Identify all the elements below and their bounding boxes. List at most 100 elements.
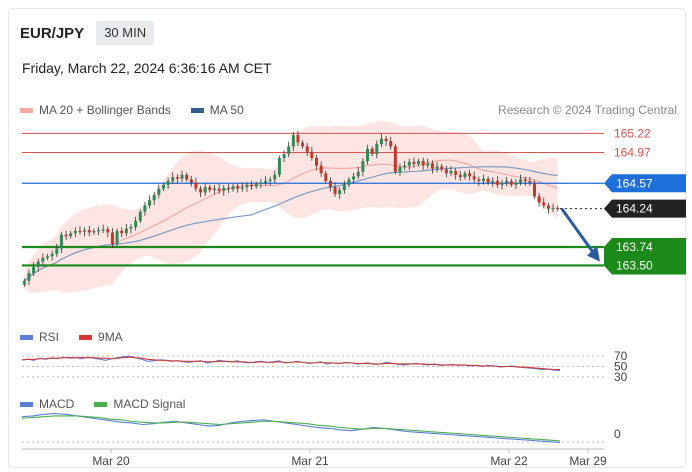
candle <box>217 183 221 194</box>
candle-body <box>87 230 91 233</box>
level-box-164.24: 164.24 <box>604 199 686 218</box>
candle-body <box>152 194 156 201</box>
candle-body <box>426 163 430 166</box>
candle-body <box>440 166 444 170</box>
candle-body <box>64 234 68 237</box>
legend-swatch <box>190 107 204 113</box>
candle <box>463 170 467 180</box>
candle <box>287 141 291 158</box>
candle <box>73 227 77 238</box>
candle <box>231 184 235 192</box>
rsi-legend: RSI 9MA <box>20 330 143 344</box>
interval-badge[interactable]: 30 MIN <box>96 21 155 45</box>
legend-9ma: 9MA <box>79 330 123 344</box>
candle-body <box>171 177 175 181</box>
candle-body <box>472 176 476 180</box>
candle-body <box>500 182 504 185</box>
candle <box>180 170 184 183</box>
copyright-label: Research © 2024 Trading Central <box>498 103 677 117</box>
legend-rsi: RSI <box>20 330 59 344</box>
candle <box>161 182 165 191</box>
candle <box>556 205 560 211</box>
candle-body <box>458 174 462 178</box>
level-label-164.97: 164.97 <box>614 146 651 160</box>
main-legend: MA 20 + Bollinger Bands MA 50 <box>20 103 264 117</box>
candle-body <box>532 182 536 197</box>
candle-body <box>161 184 165 189</box>
candle-body <box>203 187 207 193</box>
candle-body <box>379 138 383 145</box>
candle-body <box>78 230 82 233</box>
legend-label: MA 20 + Bollinger Bands <box>39 103 171 117</box>
candle-body <box>523 179 527 181</box>
forecast-arrow-head <box>587 245 600 262</box>
candle-body <box>328 180 332 188</box>
legend-swatch <box>20 401 33 407</box>
candle-body <box>32 266 36 274</box>
candle <box>366 144 370 165</box>
candle <box>305 142 309 156</box>
rsi-series-9MA <box>21 356 560 371</box>
legend-label: RSI <box>39 330 60 344</box>
candle <box>403 160 407 171</box>
legend-ma20: MA 20 + Bollinger Bands <box>20 103 171 117</box>
candle-body <box>268 179 272 181</box>
level-box-164.57-box <box>604 174 686 193</box>
candle <box>407 158 411 171</box>
support-box-bg <box>604 238 686 275</box>
macd-tick-0: 0 <box>614 427 621 441</box>
candle <box>92 228 96 235</box>
level-label-163.50: 163.50 <box>616 258 653 272</box>
candle <box>444 165 448 178</box>
candle <box>472 171 476 183</box>
legend-label: MA 50 <box>209 103 244 117</box>
candle-body <box>305 146 309 152</box>
candle-body <box>421 161 425 166</box>
candle-body <box>120 230 124 234</box>
candle <box>495 176 499 188</box>
candle-body <box>36 261 40 267</box>
candle-body <box>138 211 142 221</box>
level-box-164.24-text: 164.24 <box>616 202 653 216</box>
candle <box>185 172 189 182</box>
macd-series-MACD <box>21 413 561 443</box>
candle-body <box>22 280 26 285</box>
candle <box>500 179 504 190</box>
candle-body <box>361 161 365 172</box>
candle-body <box>189 179 193 183</box>
candle <box>379 133 383 148</box>
candle <box>166 177 170 189</box>
macd-legend: MACD MACD Signal <box>20 397 205 411</box>
candle-body <box>101 229 105 231</box>
candle <box>110 228 114 248</box>
candle <box>277 155 281 178</box>
candle-body <box>143 205 147 212</box>
candle <box>69 230 73 239</box>
candle-body <box>41 257 45 262</box>
candle <box>208 184 212 193</box>
level-box-164.57: 164.57 <box>604 174 686 193</box>
candle-body <box>491 180 495 183</box>
candle <box>338 187 342 199</box>
candle-body <box>115 230 119 244</box>
candle-body <box>542 202 546 206</box>
candle-body <box>92 230 96 233</box>
candle <box>328 177 332 192</box>
candle <box>454 168 458 180</box>
legend-swatch <box>20 107 33 113</box>
candle <box>546 202 550 214</box>
candle-body <box>129 227 133 229</box>
candle-body <box>301 142 305 147</box>
candle-body <box>375 144 379 155</box>
candle <box>537 192 541 207</box>
symbol-title: EUR/JPY <box>20 24 85 42</box>
candle <box>212 185 216 195</box>
candle-body <box>356 171 360 177</box>
candle <box>458 170 462 181</box>
candle-body <box>226 187 230 190</box>
candle-body <box>250 184 254 187</box>
legend-swatch <box>94 401 108 407</box>
candle <box>259 178 263 189</box>
candle-body <box>175 177 179 179</box>
